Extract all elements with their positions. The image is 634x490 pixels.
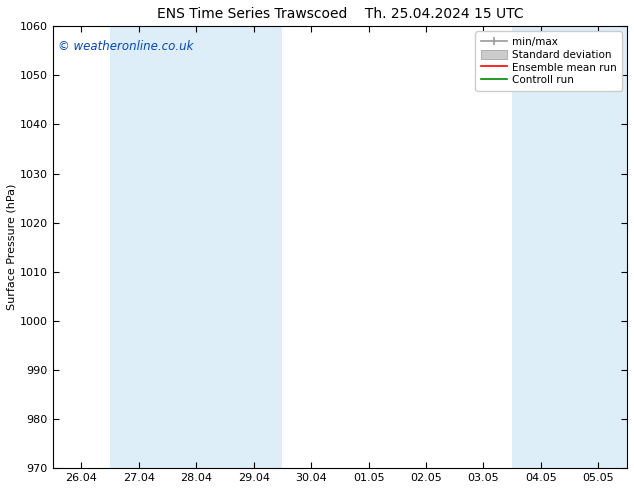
Y-axis label: Surface Pressure (hPa): Surface Pressure (hPa) [7,184,17,311]
Bar [110,26,283,468]
Legend: min/max, Standard deviation, Ensemble mean run, Controll run: min/max, Standard deviation, Ensemble me… [476,31,622,91]
Bar [512,26,627,468]
Title: ENS Time Series Trawscoed    Th. 25.04.2024 15 UTC: ENS Time Series Trawscoed Th. 25.04.2024… [157,7,523,21]
Text: © weatheronline.co.uk: © weatheronline.co.uk [58,40,194,52]
